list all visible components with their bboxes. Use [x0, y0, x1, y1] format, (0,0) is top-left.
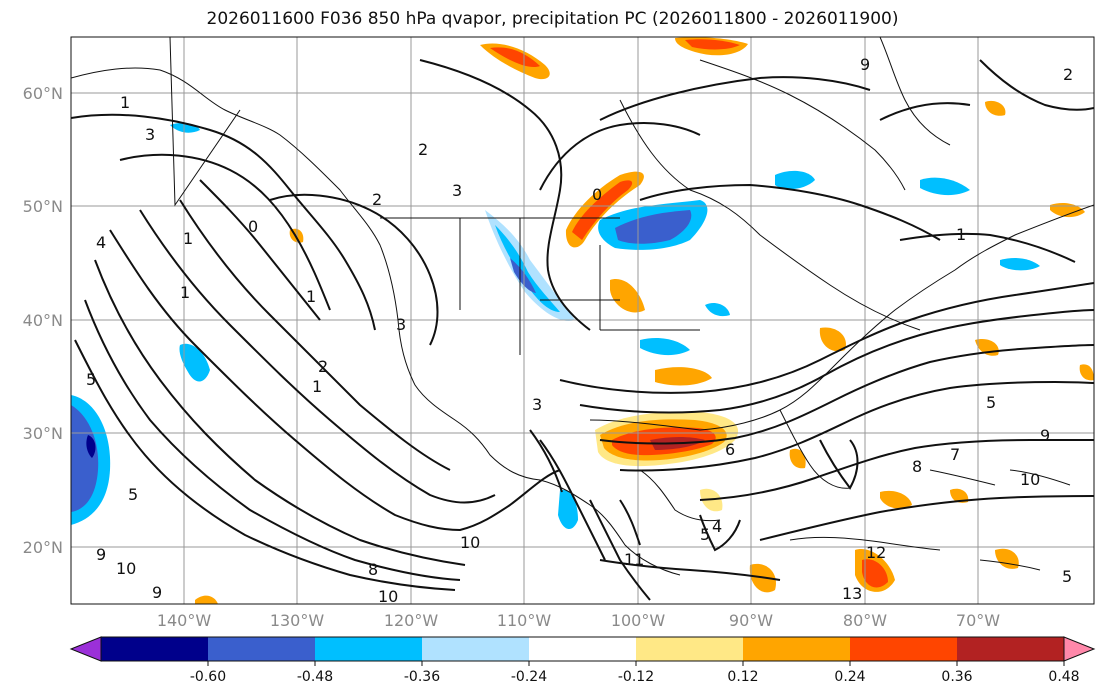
lon-label: 120°W — [384, 611, 439, 630]
colorbar-tick-label: 0.36 — [941, 669, 972, 685]
contour-label: 8 — [368, 560, 378, 579]
coastlines — [71, 37, 1094, 576]
contour-label: 7 — [950, 445, 960, 464]
graticule — [71, 37, 1094, 604]
contour-label: 3 — [396, 315, 406, 334]
lon-label: 110°W — [497, 611, 552, 630]
lat-label: 50°N — [23, 197, 63, 216]
map-panel: 1 3 2 3 2 1 0 1 1 3 2 1 5 4 5 9 10 9 10 … — [71, 37, 1094, 606]
contour-label: 10 — [116, 559, 136, 578]
contour-label: 1 — [312, 377, 322, 396]
colorbar-tick-label: -0.48 — [297, 669, 333, 685]
lat-label: 40°N — [23, 311, 63, 330]
colorbar-bin — [529, 637, 636, 661]
precip-shading — [71, 37, 1094, 604]
contour-label: 9 — [860, 55, 870, 74]
colorbar-tick-label: -0.24 — [511, 669, 547, 685]
colorbar-bin — [743, 637, 850, 661]
contour-label: 10 — [460, 533, 480, 552]
colorbar-bin — [850, 637, 957, 661]
contour-label: 5 — [700, 525, 710, 544]
contour-label: 12 — [866, 543, 886, 562]
colorbar-frame — [100, 636, 1065, 662]
contour-label: 1 — [120, 93, 130, 112]
contour-label: 5 — [1062, 567, 1072, 586]
contour-label: 2 — [418, 140, 428, 159]
contour-label: 2 — [1063, 65, 1073, 84]
contour-label: 9 — [1040, 426, 1050, 445]
qvapor-contours — [71, 59, 1094, 601]
colorbar-extend-high — [1063, 636, 1096, 662]
colorbar-bin — [208, 637, 315, 661]
contour-label: 9 — [96, 545, 106, 564]
contour-label: 0 — [248, 217, 258, 236]
colorbar-bin — [422, 637, 529, 661]
map-title: 2026011600 F036 850 hPa qvapor, precipit… — [206, 9, 899, 29]
colorbar-tick-label: 0.12 — [727, 669, 758, 685]
contour-label: 6 — [725, 440, 735, 459]
lon-label: 130°W — [270, 611, 325, 630]
colorbar-tick-label: 0.24 — [834, 669, 865, 685]
lon-label: 70°W — [956, 611, 1000, 630]
lat-label: 60°N — [23, 84, 63, 103]
contour-label: 5 — [86, 370, 96, 389]
contour-label: 3 — [532, 395, 542, 414]
contour-label: 1 — [183, 229, 193, 248]
contour-label: 2 — [372, 190, 382, 209]
colorbar-tick-label: -0.12 — [618, 669, 654, 685]
contour-label: 2 — [318, 357, 328, 376]
contour-label: 10 — [1020, 470, 1040, 489]
colorbar-tick-label: -0.60 — [190, 669, 226, 685]
map-frame — [70, 36, 1095, 605]
contour-label: 4 — [712, 517, 722, 536]
contour-label: 5 — [128, 485, 138, 504]
contour-label: 8 — [912, 457, 922, 476]
colorbar-extend-low — [69, 636, 102, 662]
contour-label: 0 — [592, 185, 602, 204]
lat-label: 30°N — [23, 424, 63, 443]
contour-label: 1 — [306, 287, 316, 306]
contour-label: 1 — [180, 283, 190, 302]
contour-label: 9 — [152, 583, 162, 602]
lon-label: 90°W — [729, 611, 773, 630]
contour-label: 13 — [842, 584, 862, 603]
contour-label: 3 — [145, 125, 155, 144]
contour-label: 1 — [956, 225, 966, 244]
colorbar-bin — [636, 637, 743, 661]
contour-label: 3 — [452, 181, 462, 200]
colorbar-tick-label: -0.36 — [404, 669, 440, 685]
colorbar-bin — [101, 637, 208, 661]
colorbar-tick-label: 0.48 — [1048, 669, 1079, 685]
contour-label-group: 1 3 2 3 2 1 0 1 1 3 2 1 5 4 5 9 10 9 10 … — [86, 55, 1073, 606]
colorbar: -0.60 -0.48 -0.36 -0.24 -0.12 0.12 0.24 0.36 0.4… — [69, 636, 1096, 685]
contour-label: 11 — [624, 550, 644, 569]
lon-label: 80°W — [843, 611, 887, 630]
lat-label: 20°N — [23, 538, 63, 557]
colorbar-bin — [315, 637, 422, 661]
lon-label: 140°W — [157, 611, 212, 630]
contour-label: 10 — [378, 587, 398, 606]
lon-label: 100°W — [611, 611, 666, 630]
contour-label: 5 — [986, 393, 996, 412]
latitude-labels: 60°N 50°N 40°N 30°N 20°N — [23, 84, 63, 557]
longitude-labels: 140°W 130°W 120°W 110°W 100°W 90°W 80°W … — [157, 611, 1000, 630]
colorbar-bin — [957, 637, 1064, 661]
contour-label: 4 — [96, 233, 106, 252]
